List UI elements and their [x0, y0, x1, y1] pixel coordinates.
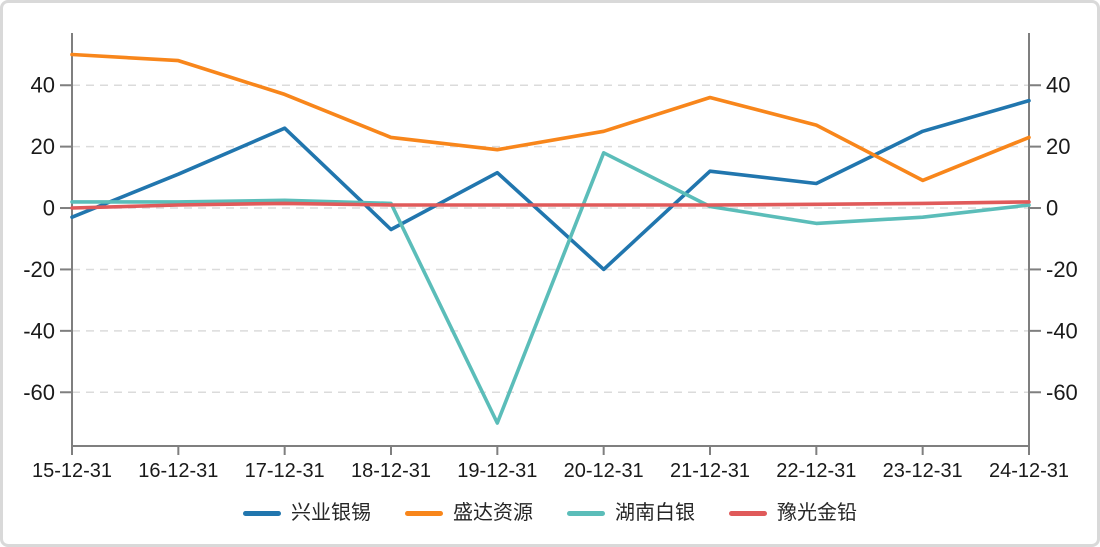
- y-tick-label-right: 20: [1046, 134, 1070, 159]
- legend-item-1[interactable]: 盛达资源: [405, 503, 533, 523]
- series-line-3: [70, 200, 1031, 210]
- legend-label: 豫光金铅: [777, 502, 857, 524]
- y-tick-label-right: 40: [1046, 73, 1070, 98]
- x-tick-label: 16-12-31: [138, 460, 218, 482]
- x-tick-label: 20-12-31: [564, 460, 644, 482]
- x-tick-label: 15-12-31: [32, 460, 112, 482]
- legend-item-0[interactable]: 兴业银锡: [243, 503, 371, 523]
- chart-legend: 兴业银锡 盛达资源 湖南白银 豫光金铅: [3, 503, 1097, 523]
- y-tick-label-right: -60: [1046, 380, 1078, 405]
- y-tick-label-left: 20: [31, 134, 55, 159]
- y-tick-label-left: -20: [23, 257, 55, 282]
- legend-item-2[interactable]: 湖南白银: [567, 503, 695, 523]
- x-tick-label: 19-12-31: [457, 460, 537, 482]
- series-line-1: [70, 52, 1031, 183]
- legend-label: 湖南白银: [615, 502, 695, 524]
- legend-line-swatch-icon: [243, 510, 281, 516]
- legend-line-swatch-icon: [405, 510, 443, 516]
- legend-label: 兴业银锡: [291, 502, 371, 524]
- x-tick-label: 21-12-31: [670, 460, 750, 482]
- y-tick-label-right: -20: [1046, 257, 1078, 282]
- y-tick-label-left: -40: [23, 318, 55, 343]
- y-tick-label-left: 40: [31, 73, 55, 98]
- y-tick-label-left: -60: [23, 380, 55, 405]
- y-tick-label-left: 0: [43, 196, 55, 221]
- line-chart-canvas: 40 40 20 20 0 0 -20 -20 -40 -40 -60 -60 15-12-31 16-1…: [23, 33, 1078, 482]
- legend-line-swatch-icon: [729, 510, 767, 516]
- y-tick-label-right: -40: [1046, 318, 1078, 343]
- x-tick-label: 24-12-31: [989, 460, 1069, 482]
- x-tick-label: 17-12-31: [245, 460, 325, 482]
- legend-item-3[interactable]: 豫光金铅: [729, 503, 857, 523]
- x-tick-label: 18-12-31: [351, 460, 431, 482]
- legend-label: 盛达资源: [453, 502, 533, 524]
- x-tick-label: 23-12-31: [883, 460, 963, 482]
- y-tick-label-right: 0: [1046, 196, 1058, 221]
- x-tick-label: 22-12-31: [776, 460, 856, 482]
- series-line-2: [70, 151, 1031, 425]
- legend-line-swatch-icon: [567, 510, 605, 516]
- series-line-0: [70, 98, 1031, 272]
